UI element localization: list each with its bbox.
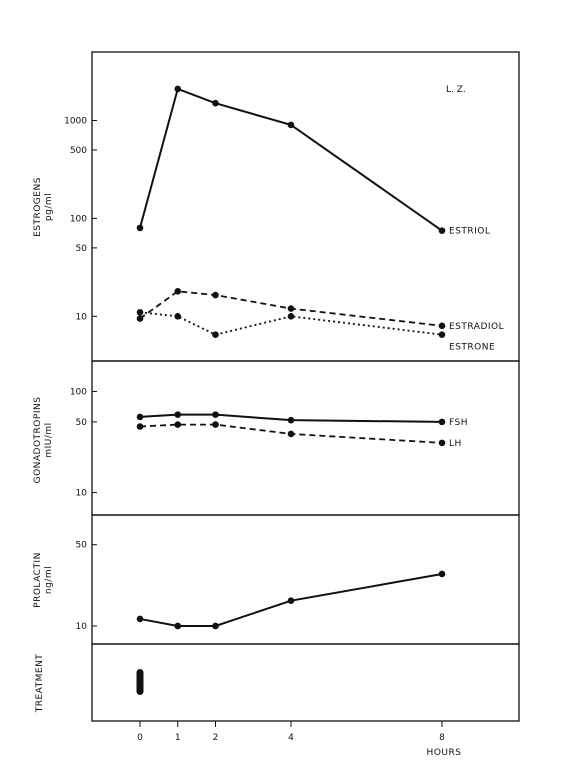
estrogens-ytick-label: 100	[70, 214, 87, 224]
prolactin-data-point	[287, 597, 295, 604]
prolactin-data-point	[136, 615, 144, 623]
series-label-estrone: ESTRONE	[449, 343, 495, 353]
estrogens-data-point	[212, 331, 219, 338]
gonadotropins-ytick-label: 100	[70, 387, 87, 397]
x-tick-label: 2	[213, 733, 219, 743]
gonadotropins-yunit: mIU/ml	[44, 422, 54, 457]
gonadotropins-data-point	[438, 439, 446, 447]
estrogens-data-point	[174, 85, 182, 93]
estrogens-ytick-label: 500	[70, 146, 87, 156]
estrogens-ytick-label: 10	[76, 312, 88, 322]
prolactin-ylabel: PROLACTIN	[33, 552, 43, 608]
series-label-estradiol: ESTRADIOL	[449, 322, 504, 332]
gonadotropins-data-point	[287, 430, 295, 438]
prolactin-yunit: ng/ml	[44, 566, 54, 594]
gonadotropins-data-point	[174, 421, 182, 428]
subject-annotation: L. Z.	[446, 85, 466, 95]
gonadotropins-data-point	[174, 411, 182, 418]
series-label-estriol: ESTRIOL	[449, 227, 490, 237]
estrogens-data-point	[136, 224, 144, 232]
estrogens-data-point	[438, 227, 446, 234]
x-tick-label: 0	[137, 733, 143, 743]
gonadotropins-data-point	[136, 413, 144, 421]
gonadotropins-data-point	[212, 411, 219, 418]
treatment-marker	[136, 669, 144, 695]
series-label-fsh: FSH	[449, 418, 468, 428]
prolactin-ytick-label: 50	[76, 541, 88, 551]
gonadotropins-ylabel: GONADOTROPINS	[33, 397, 43, 484]
panel-frame-treatment	[91, 643, 520, 722]
panel-frame-prolactin	[91, 514, 520, 645]
estrogens-data-point	[287, 313, 295, 320]
x-axis-label: HOURS	[427, 748, 462, 758]
gonadotropins-ytick-label: 10	[76, 489, 88, 499]
estrogens-data-point	[212, 99, 219, 107]
gonadotropins-data-point	[212, 421, 219, 428]
x-tick-label: 4	[288, 733, 294, 743]
gonadotropins-data-point	[287, 416, 295, 424]
estrogens-data-point	[136, 315, 144, 322]
estrogens-series-line-estriol	[139, 87, 443, 232]
gonadotropins-data-point	[438, 418, 446, 426]
gonadotropins-data-point	[136, 423, 144, 430]
estrogens-data-point	[438, 331, 446, 338]
x-tick-label: 1	[175, 733, 181, 743]
prolactin-data-point	[212, 622, 219, 630]
estrogens-data-point	[287, 305, 295, 312]
estrogens-ylabel: ESTROGENS	[33, 177, 43, 237]
prolactin-ytick-label: 10	[76, 622, 88, 632]
estrogens-data-point	[174, 288, 182, 295]
estrogens-ytick-label: 1000	[64, 116, 87, 126]
estrogens-data-point	[136, 308, 144, 316]
series-label-lh: LH	[449, 439, 462, 449]
estrogens-series-line-estrone	[139, 311, 443, 336]
estrogens-ytick-label: 50	[76, 244, 88, 254]
estrogens-data-point	[438, 322, 446, 330]
estrogens-data-point	[212, 291, 219, 299]
prolactin-data-point	[174, 622, 182, 630]
prolactin-data-point	[438, 570, 446, 578]
chart-marks: 10501005001000ESTRIOLESTRADIOLESTRONE105…	[64, 85, 504, 743]
estrogens-data-point	[287, 121, 295, 129]
x-tick-label: 8	[439, 733, 445, 743]
estrogens-data-point	[174, 313, 182, 320]
gonadotropins-ytick-label: 50	[76, 418, 88, 428]
estrogens-yunit: pg/ml	[44, 193, 54, 221]
treatment-ylabel: TREATMENT	[35, 654, 45, 714]
